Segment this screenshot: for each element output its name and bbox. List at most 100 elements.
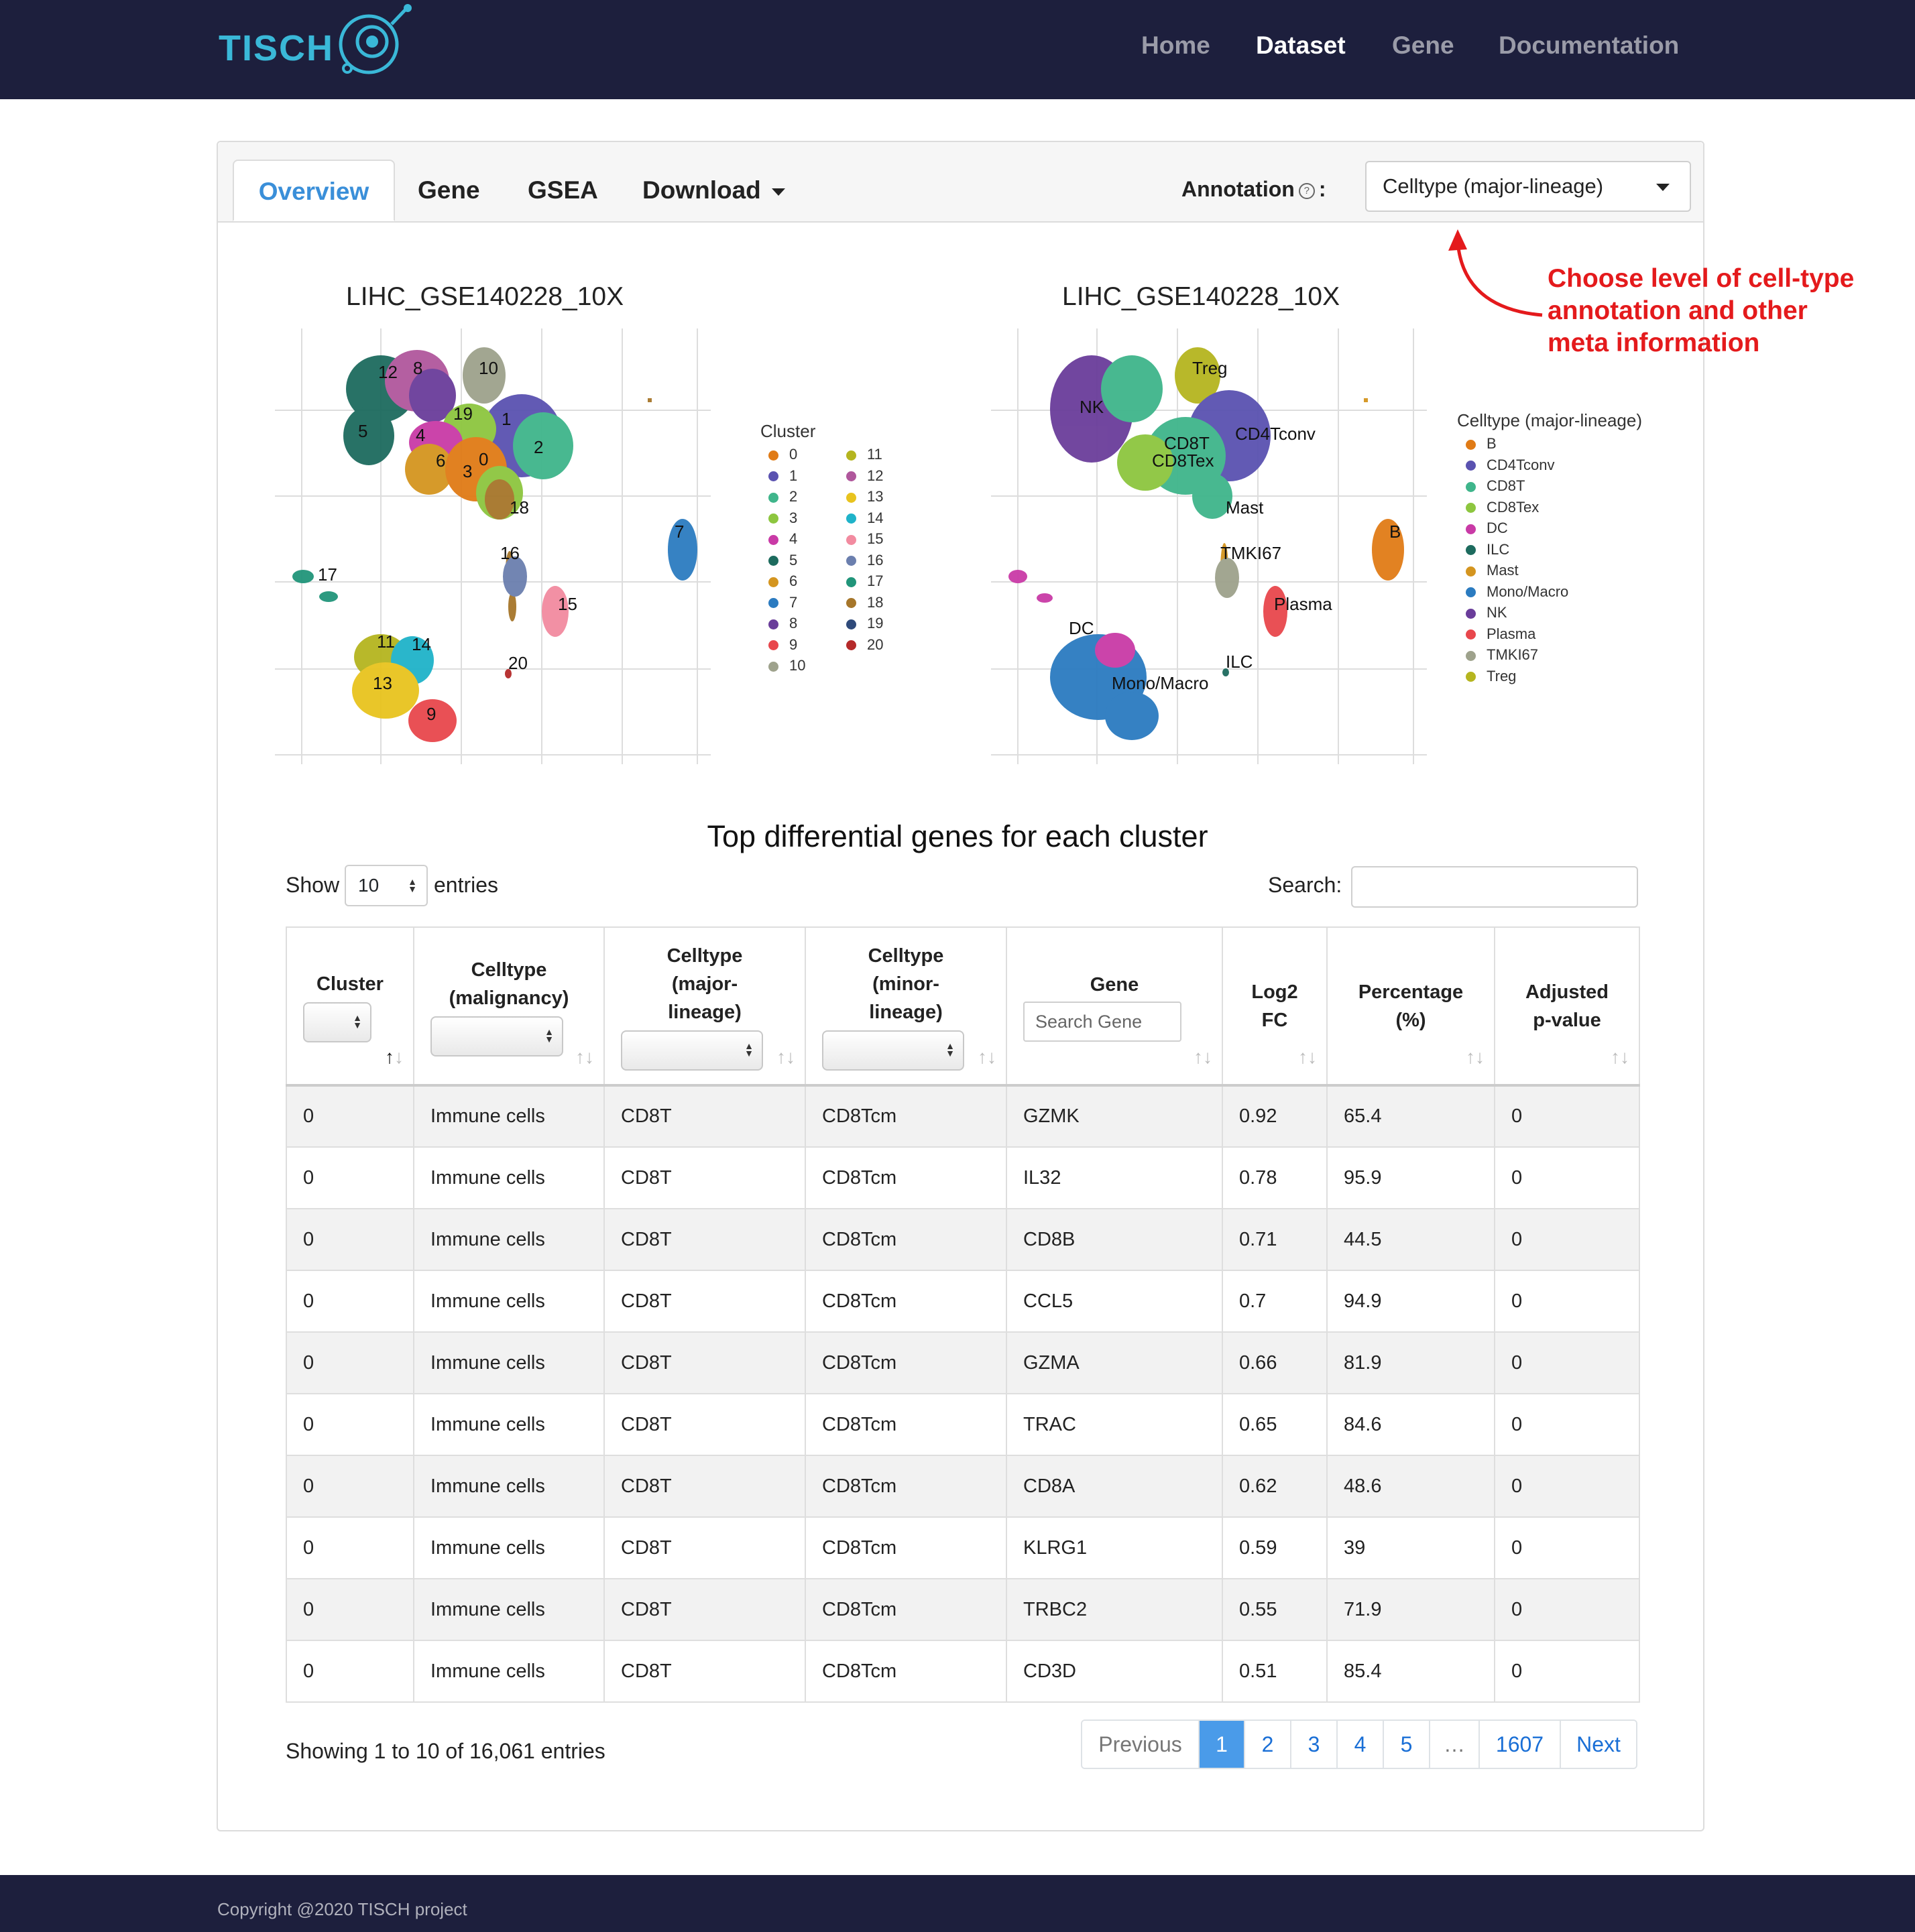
sort-icon[interactable]: ↑↓ (1611, 1046, 1629, 1067)
table-cell: TRBC2 (1006, 1578, 1223, 1641)
cluster-label: 8 (413, 358, 422, 378)
legend-label: Plasma (1487, 625, 1536, 642)
nav-gene[interactable]: Gene (1392, 32, 1454, 59)
sort-icon[interactable]: ↑↓ (385, 1046, 404, 1067)
legend-label: 13 (867, 488, 884, 505)
header-gene-label: Gene (1090, 973, 1139, 995)
table-cell: 48.6 (1326, 1455, 1495, 1518)
legend-dot-icon (846, 534, 856, 545)
tab-download[interactable]: Download (642, 160, 786, 221)
table-cell: 0.62 (1222, 1455, 1328, 1518)
cluster-label: 14 (412, 634, 431, 654)
legend-label: 12 (867, 467, 884, 484)
cluster-label: 18 (510, 497, 529, 518)
pagination-page-4[interactable]: 4 (1336, 1721, 1383, 1768)
legend-label: 15 (867, 530, 884, 547)
pagination-next[interactable]: Next (1560, 1721, 1636, 1768)
cluster-legend-col-1: 0 1 2 3 4 5 6 7 8 9 10 (768, 444, 805, 676)
tab-gsea[interactable]: GSEA (528, 176, 598, 204)
pagination-page-3[interactable]: 3 (1290, 1721, 1336, 1768)
tisch-logo[interactable]: TISCH (216, 3, 417, 90)
gene-search-input[interactable]: Search Gene (1023, 1001, 1181, 1042)
pagination-page-1[interactable]: 1 (1198, 1721, 1244, 1768)
table-cell: 44.5 (1326, 1208, 1495, 1271)
header-percentage[interactable]: Percentage (%) ↑↓ (1326, 926, 1495, 1087)
header-log2fc-line-2: FC (1261, 1009, 1288, 1031)
table-cell: 0 (286, 1516, 414, 1579)
pagination-page-5[interactable]: 5 (1383, 1721, 1429, 1768)
sort-icon[interactable]: ↑↓ (978, 1046, 996, 1067)
legend-dot-icon (768, 450, 778, 461)
table-cell: 95.9 (1326, 1146, 1495, 1209)
header-log2fc[interactable]: Log2 FC ↑↓ (1222, 926, 1328, 1087)
table-cell: 0 (286, 1331, 414, 1394)
tab-gene[interactable]: Gene (418, 176, 480, 204)
sort-icon[interactable]: ↑↓ (1466, 1046, 1485, 1067)
minor-lineage-filter-select[interactable]: ▲ ▼ (822, 1030, 964, 1071)
legend-dot-icon (1466, 629, 1476, 640)
header-adjusted-pvalue[interactable]: Adjusted p-value ↑↓ (1494, 926, 1640, 1087)
pagination-previous[interactable]: Previous (1082, 1721, 1198, 1768)
legend-item: 20 (846, 634, 883, 656)
legend-item: 4 (768, 528, 805, 550)
legend-item: 15 (846, 528, 883, 550)
table-row: 0 Immune cells CD8T CD8Tcm CD3D 0.51 85.4 0 (286, 1640, 1640, 1703)
cluster-label: 2 (534, 437, 543, 457)
updown-arrows-icon: ▲ ▼ (353, 1012, 362, 1030)
sort-icon[interactable]: ↑↓ (1194, 1046, 1212, 1067)
header-gene[interactable]: Gene Search Gene ↑↓ (1006, 926, 1223, 1087)
celltype-label: CD8T (1164, 433, 1210, 453)
footer (0, 1875, 1915, 1932)
cluster-filter-select[interactable]: ▲ ▼ (303, 1002, 371, 1042)
legend-item: TMKI67 (1466, 644, 1568, 666)
cluster-label: 11 (377, 631, 395, 652)
table-info: Showing 1 to 10 of 16,061 entries (286, 1739, 605, 1763)
nav-home[interactable]: Home (1141, 32, 1210, 59)
legend-label: NK (1487, 604, 1507, 621)
table-row: 0 Immune cells CD8T CD8Tcm TRBC2 0.55 71.9 0 (286, 1578, 1640, 1641)
nav-dataset[interactable]: Dataset (1256, 32, 1346, 59)
header-cluster[interactable]: Cluster ▲ ▼ ↑↓ (286, 926, 414, 1087)
annotation-select[interactable]: Celltype (major-lineage) (1365, 161, 1691, 212)
cluster-label: 1 (502, 409, 511, 429)
legend-dot-icon (768, 514, 778, 524)
pagination-page-last[interactable]: 1607 (1478, 1721, 1560, 1768)
celltype-legend: B CD4Tconv CD8T CD8Tex DC ILC Mast Mono/Macro NK… (1466, 433, 1568, 686)
table-search-input[interactable] (1351, 866, 1638, 908)
help-icon[interactable]: ? (1298, 182, 1315, 199)
table-cell: 0 (286, 1640, 414, 1703)
sort-icon[interactable]: ↑↓ (575, 1046, 594, 1067)
header-celltype-major[interactable]: Celltype (major- lineage) ▲ ▼ ↑↓ (603, 926, 806, 1087)
sort-icon[interactable]: ↑↓ (1298, 1046, 1317, 1067)
nav-documentation[interactable]: Documentation (1499, 32, 1680, 59)
header-celltype-malignancy[interactable]: Celltype (malignancy) ▲ ▼ ↑↓ (413, 926, 605, 1087)
legend-label: TMKI67 (1487, 646, 1539, 663)
table-cell: 0 (1494, 1578, 1640, 1641)
legend-dot-icon (768, 492, 778, 503)
table-cell: CD8Tcm (805, 1578, 1007, 1641)
header-celltype-minor[interactable]: Celltype (minor- lineage) ▲ ▼ ↑↓ (805, 926, 1007, 1087)
legend-dot-icon (1466, 566, 1476, 577)
annotation-label: Annotation?: (1181, 176, 1326, 202)
umap-celltype-plot[interactable]: Treg NK CD8T CD4Tconv CD8Tex Mast B TMKI… (984, 328, 1440, 771)
table-cell: 0 (1494, 1640, 1640, 1703)
legend-dot-icon (768, 556, 778, 566)
tab-overview[interactable]: Overview (233, 160, 395, 221)
major-lineage-filter-select[interactable]: ▲ ▼ (621, 1030, 763, 1071)
legend-item: DC (1466, 518, 1568, 539)
cluster-label: 10 (479, 358, 498, 378)
pagination-page-2[interactable]: 2 (1244, 1721, 1290, 1768)
table-row: 0 Immune cells CD8T CD8Tcm TRAC 0.65 84.6 0 (286, 1393, 1640, 1456)
table-cell: CD8Tcm (805, 1146, 1007, 1209)
legend-label: 11 (867, 446, 882, 463)
table-cell: 0.71 (1222, 1208, 1328, 1271)
pagination: Previous 1 2 3 4 5 … 1607 Next (1081, 1719, 1637, 1769)
umap-cluster-plot[interactable]: 12 8 10 19 1 5 4 6 3 0 2 18 7 16 17 15 1… (268, 328, 724, 771)
legend-item: B (1466, 433, 1568, 455)
malignancy-filter-select[interactable]: ▲ ▼ (430, 1016, 563, 1056)
header-percentage-line-2: (%) (1395, 1009, 1426, 1031)
sort-icon[interactable]: ↑↓ (776, 1046, 795, 1067)
page-length-select[interactable]: 10 ▲ ▼ (345, 865, 428, 906)
legend-item: Mono/Macro (1466, 581, 1568, 603)
legend-item: 9 (768, 634, 805, 656)
